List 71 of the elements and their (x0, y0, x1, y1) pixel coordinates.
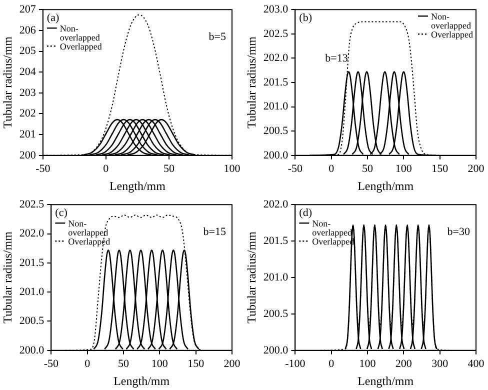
annotation: b=30 (447, 226, 470, 238)
y-tick-label: 206 (19, 24, 36, 36)
y-tick-label: 202.5 (19, 198, 45, 210)
y-tick-label: 201 (19, 128, 36, 140)
y-tick-label: 201.5 (263, 76, 289, 88)
x-tick-label: 200 (395, 358, 412, 370)
x-tick-label: 50 (118, 358, 130, 370)
x-tick-label: 100 (395, 162, 412, 175)
x-tick-label: 0 (84, 358, 91, 370)
x-tick-label: -50 (288, 162, 303, 175)
y-tick-label: 201.5 (263, 234, 289, 247)
annotation: b=13 (325, 52, 348, 65)
x-tick-label: 100 (151, 358, 168, 370)
x-axis-title: Length/mm (358, 374, 414, 388)
x-tick-label: -100 (285, 358, 306, 370)
annotation: b=5 (208, 30, 226, 43)
x-tick-label: 400 (468, 358, 485, 370)
y-axis-title: Tubular radius/mm (244, 230, 258, 324)
y-tick-label: 201.0 (263, 100, 289, 113)
legend-label: Non-overlapped (431, 11, 472, 30)
x-tick-label: 50 (362, 162, 374, 175)
x-tick-label: 150 (432, 162, 449, 175)
x-tick-label: 0 (328, 162, 335, 175)
y-axis-title: Tubular radius/mm (0, 230, 14, 324)
y-tick-label: 200.0 (263, 149, 289, 162)
x-axis-title: Length/mm (358, 178, 414, 193)
x-tick-label: -50 (36, 162, 51, 175)
y-tick-label: 200.5 (263, 308, 289, 320)
x-tick-label: 0 (328, 358, 335, 370)
legend-label: Overlapped (431, 29, 474, 40)
y-tick-label: 202.0 (263, 52, 289, 64)
annotation: (d) (299, 206, 312, 219)
legend-label: Non-overlapped (312, 218, 353, 238)
y-tick-label: 201.0 (19, 286, 45, 298)
y-tick-label: 201.5 (19, 256, 45, 269)
annotation: b=15 (203, 226, 226, 238)
y-tick-label: 202.0 (263, 198, 289, 210)
x-tick-label: 150 (188, 358, 205, 370)
y-tick-label: 203 (19, 86, 36, 99)
y-tick-label: 200 (19, 149, 36, 162)
legend-label: Non-overlapped (68, 218, 109, 238)
y-axis-title: Tubular radius/mm (244, 36, 258, 128)
legend-label: Overlapped (68, 236, 111, 246)
y-tick-label: 200.0 (19, 344, 45, 356)
y-tick-label: 202.0 (19, 228, 45, 240)
annotation: (a) (46, 12, 60, 24)
x-tick-label: 200 (224, 358, 241, 370)
y-tick-label: 204 (19, 66, 36, 78)
x-tick-label: -50 (44, 358, 59, 370)
legend-label: Non-overlapped (60, 23, 100, 42)
y-axis-title: Tubular radius/mm (0, 36, 14, 128)
y-tick-label: 200.5 (263, 124, 289, 137)
y-tick-label: 207 (19, 3, 36, 16)
x-tick-label: 0 (103, 162, 110, 175)
annotation: (b) (299, 12, 312, 24)
y-tick-label: 200.0 (263, 344, 289, 356)
x-tick-label: 100 (359, 358, 376, 370)
x-axis-title: Length/mm (114, 374, 170, 388)
x-tick-label: 100 (224, 162, 241, 175)
y-tick-label: 200.5 (19, 315, 45, 328)
y-tick-label: 205 (19, 45, 36, 58)
y-tick-label: 202.5 (263, 28, 289, 40)
y-tick-label: 203.0 (263, 3, 289, 16)
x-axis-title: Length/mm (109, 178, 166, 193)
legend-label: Overlapped (60, 41, 102, 52)
x-tick-label: 200 (468, 162, 485, 175)
y-tick-label: 201.0 (263, 271, 289, 284)
annotation: (c) (55, 206, 68, 219)
x-tick-label: 50 (163, 162, 175, 175)
x-tick-label: 300 (432, 358, 449, 370)
y-tick-label: 202 (19, 108, 36, 120)
